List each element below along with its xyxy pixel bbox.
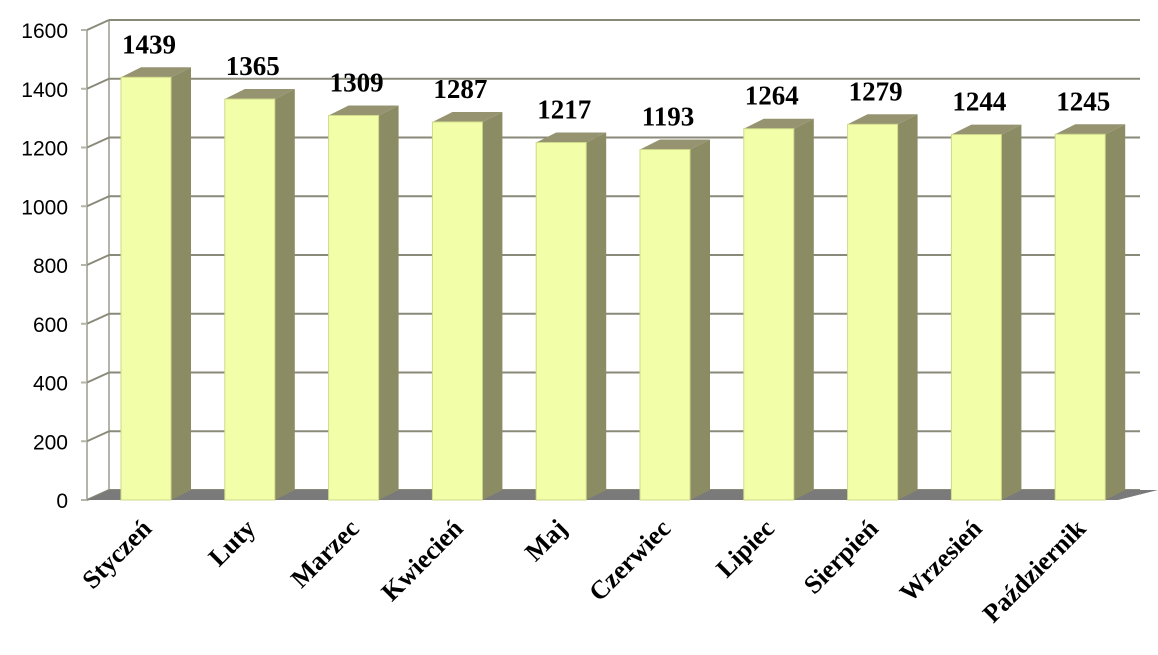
y-tick-label: 200 <box>33 431 68 454</box>
data-label: 1279 <box>849 76 903 106</box>
y-tick-label: 600 <box>33 314 68 337</box>
bar-top <box>224 89 295 100</box>
bar-side <box>274 89 295 500</box>
bar-top <box>432 111 503 122</box>
gridline-diagonal <box>86 19 110 31</box>
bar <box>224 89 295 501</box>
bar-side <box>793 118 814 500</box>
x-tick-label: Luty <box>203 514 261 572</box>
bar <box>639 139 710 501</box>
x-tick-label: Październik <box>977 513 1092 628</box>
x-tick-label: Czerwiec <box>583 514 676 607</box>
x-tick-label: Sierpień <box>798 513 884 599</box>
x-tick-label: Maj <box>519 514 572 567</box>
data-label: 1287 <box>433 74 487 104</box>
data-label: 1193 <box>642 102 695 132</box>
bar-front <box>743 128 795 501</box>
bar <box>328 105 399 501</box>
bar-top <box>743 118 814 129</box>
bar-top <box>536 132 607 143</box>
data-label: 1365 <box>226 51 280 81</box>
bar-front <box>224 98 276 501</box>
bar-front <box>1054 133 1106 501</box>
y-tick-label: 1400 <box>21 79 68 102</box>
y-tick-label: 1600 <box>21 20 68 43</box>
bar-front <box>847 123 899 501</box>
bar-top <box>640 139 710 150</box>
gridline-diagonal <box>86 195 110 208</box>
gridline-diagonal <box>86 254 110 266</box>
data-label: 1264 <box>745 81 799 111</box>
bar <box>431 111 503 501</box>
bar <box>743 118 814 501</box>
x-tick-label: Lipiec <box>711 514 781 584</box>
bar <box>120 67 191 501</box>
gridline-diagonal <box>86 136 110 149</box>
bar <box>1054 124 1126 501</box>
bar <box>950 124 1022 501</box>
x-tick-label: Kwiecień <box>376 513 469 606</box>
data-label: 1245 <box>1056 86 1110 116</box>
gridline-diagonal <box>86 77 110 90</box>
data-label: 1217 <box>537 95 591 125</box>
gridline-diagonal <box>86 430 110 443</box>
bar-side <box>378 105 399 500</box>
bar-side <box>690 139 710 500</box>
data-label: 1309 <box>330 67 384 97</box>
y-tick-label: 1200 <box>21 138 68 161</box>
bar-side <box>1001 124 1022 500</box>
y-tick-label: 1000 <box>21 196 68 219</box>
x-tick-label: Wrzesień <box>894 513 988 607</box>
y-tick-label: 400 <box>33 373 68 396</box>
bar-side <box>1105 124 1126 500</box>
bar-side <box>171 67 191 500</box>
gridline-diagonal <box>86 312 110 325</box>
bar-side <box>897 114 918 500</box>
bar-front <box>639 149 691 501</box>
y-axis-tick-labels: 0 200 400 600 800 1000 1200 1400 1600 <box>21 20 68 513</box>
bar-front <box>950 134 1002 501</box>
data-label: 1244 <box>952 87 1006 117</box>
x-axis-tick-labels: Styczeń Luty Marzec Kwiecień Maj Czerwiec Lipi… <box>76 513 1091 628</box>
bars-layer <box>120 67 1126 501</box>
gridline-diagonal <box>86 371 110 384</box>
bar-top <box>328 105 399 116</box>
x-tick-label: Marzec <box>285 514 365 594</box>
data-labels: 1439 1365 1309 1287 1217 1193 1264 1279 1244 1245 <box>122 29 1110 131</box>
bar-front <box>328 114 380 501</box>
bar <box>535 132 607 501</box>
bar-top <box>951 124 1022 135</box>
bar-top <box>1055 124 1126 135</box>
bar-front <box>120 76 172 501</box>
bar-front <box>535 142 587 501</box>
bar-front <box>431 121 483 501</box>
bar-side <box>482 111 503 500</box>
bar <box>847 114 918 501</box>
bar-top <box>847 114 918 125</box>
y-tick-label: 800 <box>33 255 68 278</box>
bar-top <box>121 67 191 78</box>
data-label: 1439 <box>122 29 176 59</box>
bar-side <box>586 132 607 500</box>
y-tick-label: 0 <box>56 490 68 513</box>
x-tick-label: Styczeń <box>76 513 157 594</box>
